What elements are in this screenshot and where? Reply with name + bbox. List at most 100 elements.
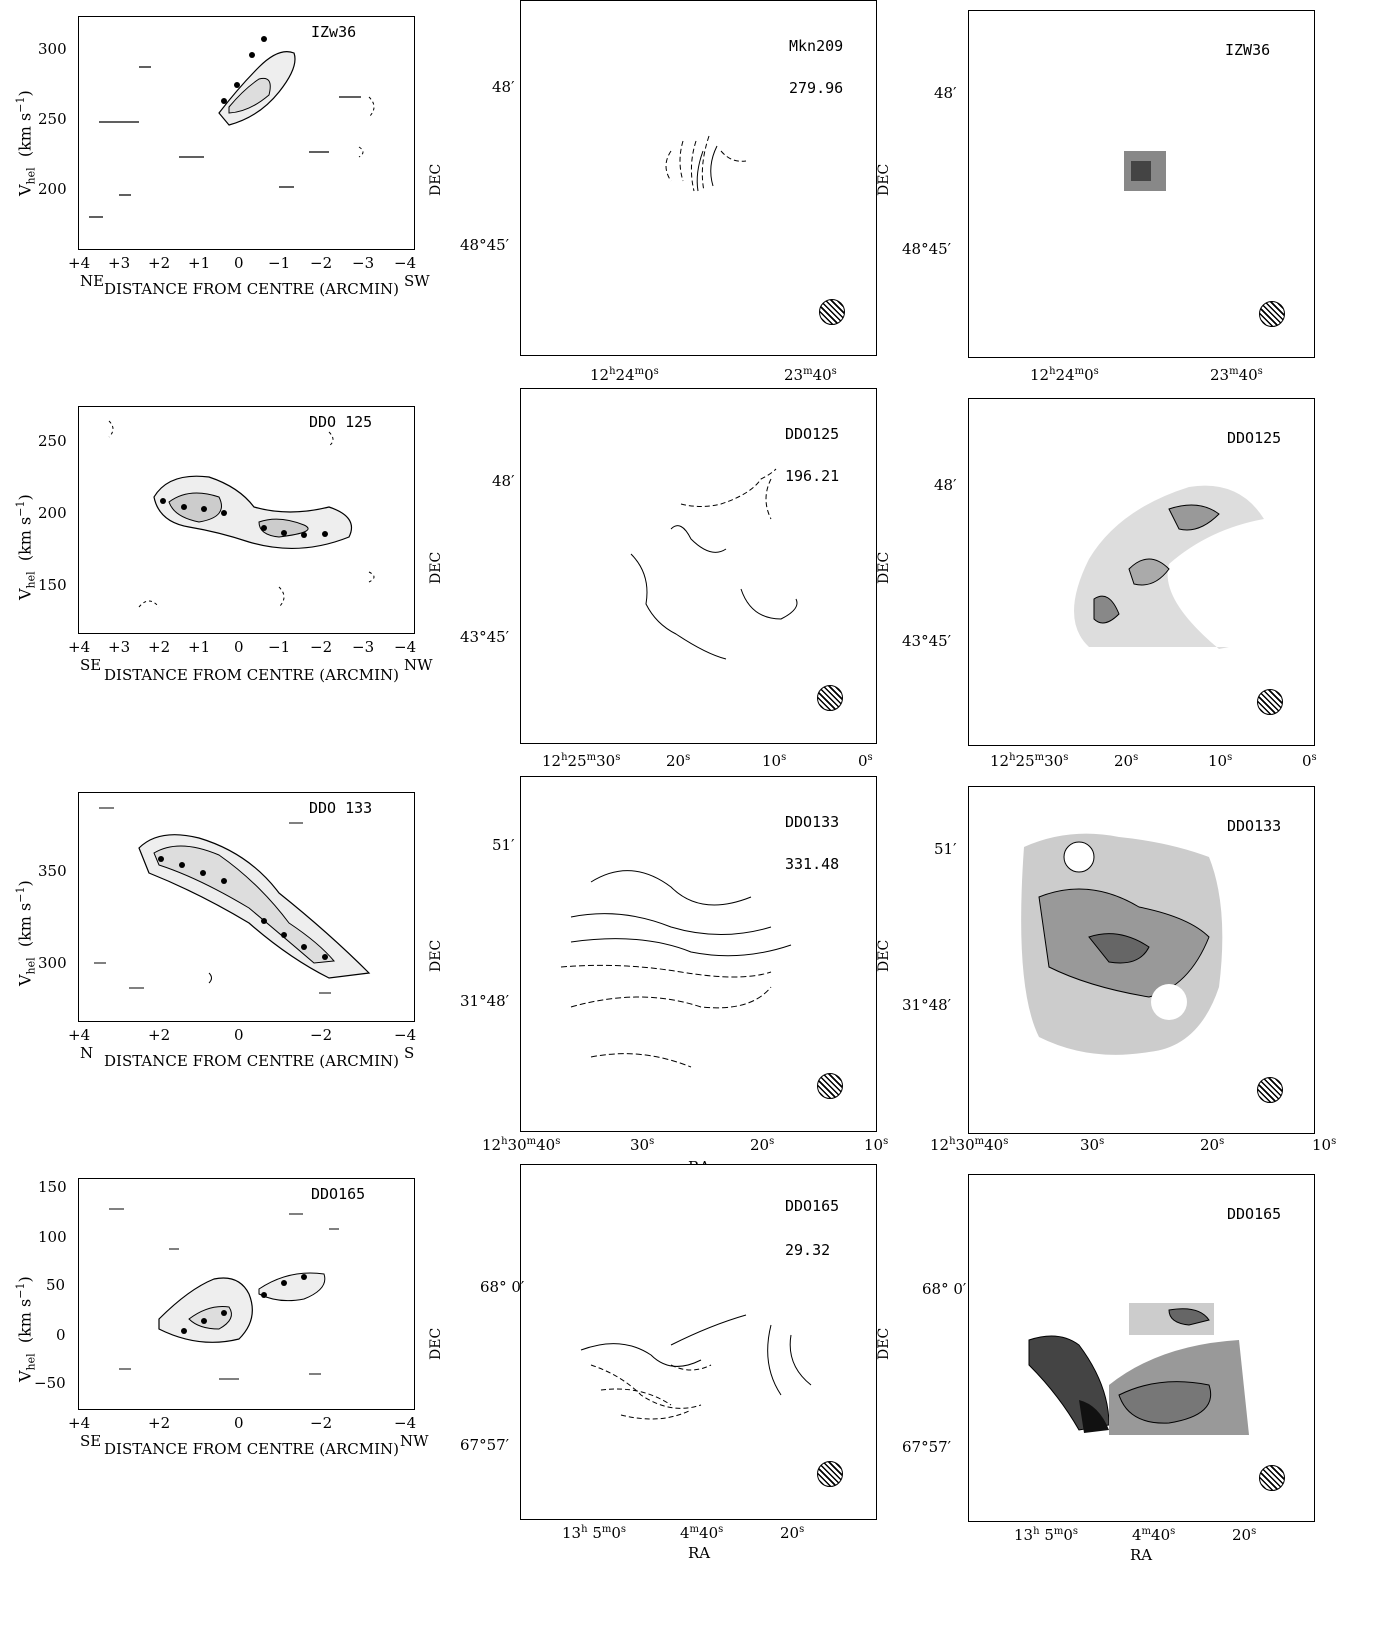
systemic-velocity: 29.32 <box>785 1241 831 1259</box>
tick-label: −4 <box>394 254 417 272</box>
galaxy-name: IZW36 <box>1225 41 1271 59</box>
tick-label: 48′ <box>492 472 515 490</box>
dec-axis-title: DEC <box>876 1327 892 1360</box>
tick-label: 20s <box>1200 1136 1225 1154</box>
tick-label: 0s <box>858 752 873 770</box>
tick-label: 12h25m30s <box>542 752 621 770</box>
axis-label: NW <box>404 656 433 674</box>
pv-diagram-izw36: Vhel (km s−1) IZw36 300 250 200 +4 +3 +2… <box>0 0 460 320</box>
axis-label: N <box>80 1044 94 1062</box>
tick-label: −1 <box>268 638 291 656</box>
tick-label: +4 <box>68 1414 91 1432</box>
pv-y-axis-title: Vhel (km s−1) <box>14 90 38 196</box>
systemic-velocity: 331.48 <box>785 855 840 873</box>
tick-label: 10s <box>1312 1136 1337 1154</box>
tick-label: 250 <box>38 432 67 450</box>
tick-label: −2 <box>310 254 333 272</box>
plot-frame: DDO165 <box>78 1178 415 1410</box>
pv-diagram-ddo165: Vhel (km s−1) DDO165 150 100 50 0 −50 +4… <box>0 1162 460 1482</box>
axis-label: RA <box>688 1544 711 1562</box>
tick-label: +2 <box>148 1026 171 1044</box>
tick-label: +2 <box>148 254 171 272</box>
tick-label: 300 <box>38 954 67 972</box>
pv-y-axis-title: Vhel (km s−1) <box>14 880 38 986</box>
tick-label: 12h24m0s <box>1030 366 1099 384</box>
tick-label: 30s <box>1080 1136 1105 1154</box>
tick-label: 150 <box>38 576 67 594</box>
tick-label: 31°48′ <box>460 992 510 1010</box>
tick-label: 12h25m30s <box>990 752 1069 770</box>
galaxy-name: DDO125 <box>1227 429 1282 447</box>
axis-label: RA <box>1130 1546 1153 1564</box>
tick-label: +3 <box>108 254 131 272</box>
dispersion-map-izw36: DEC IZW36 48′ 48°45′ 12h24m0s 23m40s <box>876 0 1392 400</box>
tick-label: 0s <box>1302 752 1317 770</box>
dec-axis-title: DEC <box>428 163 444 196</box>
tick-label: +2 <box>148 1414 171 1432</box>
plot-frame: DDO125 196.21 <box>520 388 877 744</box>
dec-axis-title: DEC <box>876 939 892 972</box>
tick-label: 68° 0′ <box>480 1278 525 1296</box>
tick-label: +2 <box>148 638 171 656</box>
tick-label: 13h 5m0s <box>562 1524 627 1542</box>
plot-frame: DDO165 29.32 <box>520 1164 877 1520</box>
tick-label: 200 <box>38 180 67 198</box>
galaxy-name: DDO133 <box>785 813 840 831</box>
tick-label: 350 <box>38 862 67 880</box>
dec-axis-title: DEC <box>428 939 444 972</box>
dec-axis-title: DEC <box>876 163 892 196</box>
tick-label: 48′ <box>934 84 957 102</box>
pv-name: IZw36 <box>311 23 357 41</box>
tick-label: 31°48′ <box>902 996 952 1014</box>
galaxy-name: DDO 125 <box>309 413 373 431</box>
tick-label: 20s <box>750 1136 775 1154</box>
tick-label: −4 <box>394 1414 417 1432</box>
dispersion-map-ddo133: DEC DDO133 51′ 31°48′ 12h30m40s 30s 20s … <box>876 776 1392 1176</box>
tick-label: 23m40s <box>784 366 837 384</box>
tick-label: −50 <box>34 1374 66 1392</box>
dispersion-map-ddo125: DEC DDO125 48′ 43°45′ 12h25m30s 20s 10s … <box>876 388 1392 788</box>
tick-label: 50 <box>46 1276 66 1294</box>
beam-icon <box>819 299 845 325</box>
axis-label: NE <box>80 272 105 290</box>
tick-label: 10s <box>864 1136 889 1154</box>
tick-label: −4 <box>394 1026 417 1044</box>
tick-label: 12h30m40s <box>930 1136 1009 1154</box>
galaxy-name: DDO165 <box>785 1197 840 1215</box>
tick-label: −1 <box>268 254 291 272</box>
tick-label: −2 <box>310 1026 333 1044</box>
pv-contours <box>109 1208 339 1380</box>
velocity-contours <box>630 468 798 660</box>
plot-frame: DDO133 331.48 <box>520 776 877 1132</box>
velocity-field-ddo133: DEC DDO133 331.48 51′ 31°48′ 12h30m40s 3… <box>428 776 920 1176</box>
plot-frame: DDO133 <box>968 786 1315 1134</box>
tick-label: +4 <box>68 638 91 656</box>
tick-label: 0 <box>234 1414 244 1432</box>
tick-label: +1 <box>188 638 211 656</box>
tick-label: 150 <box>38 1178 67 1196</box>
plot-frame: IZw36 <box>78 16 415 250</box>
tick-label: 300 <box>38 40 67 58</box>
tick-label: 43°45′ <box>460 628 510 646</box>
pv-contours <box>89 36 375 218</box>
tick-label: −2 <box>310 638 333 656</box>
tick-label: −2 <box>310 1414 333 1432</box>
tick-label: 12h24m0s <box>590 366 659 384</box>
galaxy-name: DDO 133 <box>309 799 373 817</box>
dispersion-fill <box>1021 833 1223 1055</box>
pv-diagram-ddo125: Vhel (km s−1) DDO 125 250 200 150 +4 +3 … <box>0 390 460 710</box>
plot-frame: DDO165 <box>968 1174 1315 1522</box>
beam-icon <box>1259 1465 1285 1491</box>
tick-label: 4m40s <box>1132 1526 1176 1544</box>
tick-label: 20s <box>1232 1526 1257 1544</box>
galaxy-name: DDO133 <box>1227 817 1282 835</box>
plot-frame: DDO 133 <box>78 792 415 1022</box>
dec-axis-title: DEC <box>428 1327 444 1360</box>
tick-label: 200 <box>38 504 67 522</box>
tick-label: 48′ <box>492 78 515 96</box>
tick-label: 48′ <box>934 476 957 494</box>
tick-label: 51′ <box>934 840 957 858</box>
axis-label: SW <box>404 272 430 290</box>
tick-label: +1 <box>188 254 211 272</box>
plot-frame: DDO125 <box>968 398 1315 746</box>
